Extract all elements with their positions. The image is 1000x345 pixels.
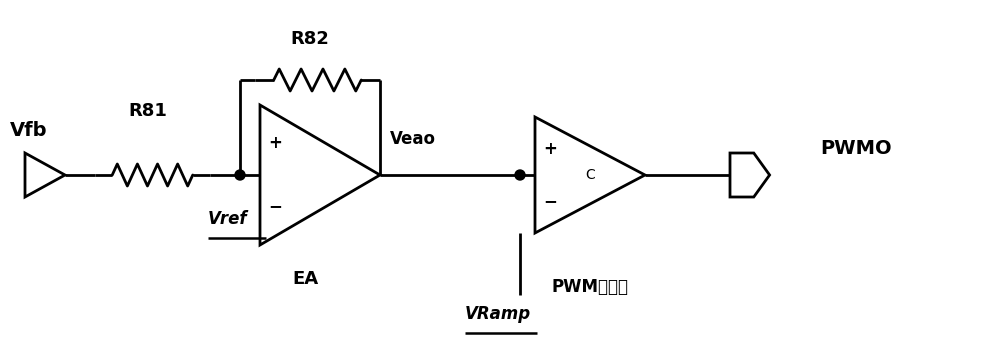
Text: −: − bbox=[543, 192, 557, 210]
Text: VRamp: VRamp bbox=[465, 305, 531, 323]
Text: −: − bbox=[268, 197, 282, 216]
Circle shape bbox=[235, 170, 245, 180]
Text: EA: EA bbox=[292, 270, 318, 288]
Text: Vref: Vref bbox=[208, 210, 248, 228]
Text: R81: R81 bbox=[129, 102, 167, 120]
Text: PWM比较器: PWM比较器 bbox=[552, 278, 629, 296]
Text: +: + bbox=[543, 140, 557, 158]
Text: R82: R82 bbox=[291, 30, 329, 48]
Text: C: C bbox=[585, 168, 595, 182]
Circle shape bbox=[515, 170, 525, 180]
Text: PWMO: PWMO bbox=[820, 138, 892, 158]
Text: Veao: Veao bbox=[390, 130, 436, 148]
Text: +: + bbox=[268, 135, 282, 152]
Text: Vfb: Vfb bbox=[10, 120, 48, 139]
